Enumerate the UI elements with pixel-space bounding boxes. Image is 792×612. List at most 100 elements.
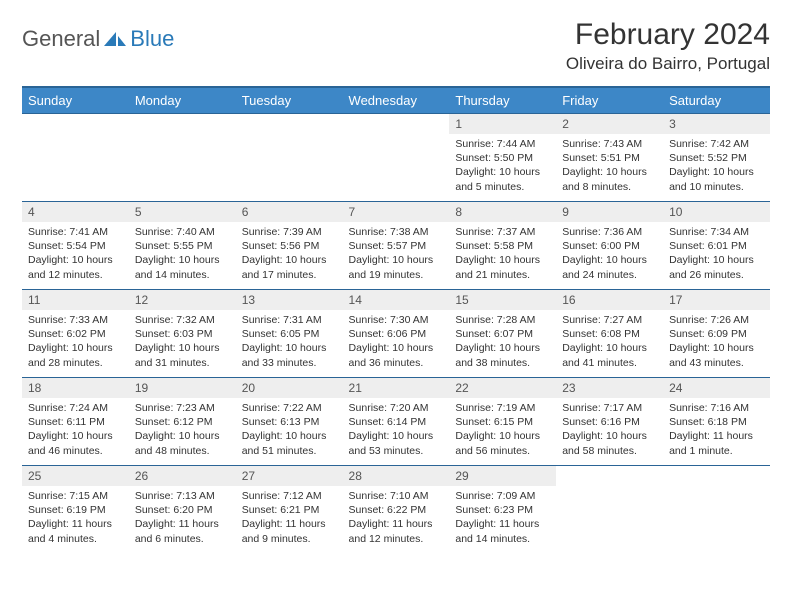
day-line: and 26 minutes. [669, 268, 764, 282]
day-line: Sunrise: 7:10 AM [349, 489, 444, 503]
day-cell: 19Sunrise: 7:23 AMSunset: 6:12 PMDayligh… [129, 378, 236, 466]
day-cell [556, 466, 663, 554]
day-number: 20 [236, 378, 343, 398]
day-line: Sunrise: 7:09 AM [455, 489, 550, 503]
day-cell: 9Sunrise: 7:36 AMSunset: 6:00 PMDaylight… [556, 202, 663, 290]
day-number: 7 [343, 202, 450, 222]
day-cell: 8Sunrise: 7:37 AMSunset: 5:58 PMDaylight… [449, 202, 556, 290]
day-line: and 14 minutes. [455, 532, 550, 546]
day-line: Sunset: 6:03 PM [135, 327, 230, 341]
day-number: 10 [663, 202, 770, 222]
day-line: Sunset: 6:13 PM [242, 415, 337, 429]
day-line: Sunrise: 7:36 AM [562, 225, 657, 239]
day-cell: 12Sunrise: 7:32 AMSunset: 6:03 PMDayligh… [129, 290, 236, 378]
day-line: Daylight: 10 hours [562, 253, 657, 267]
day-line: Daylight: 10 hours [669, 341, 764, 355]
week-row: 18Sunrise: 7:24 AMSunset: 6:11 PMDayligh… [22, 378, 770, 466]
location: Oliveira do Bairro, Portugal [566, 54, 770, 74]
day-cell: 3Sunrise: 7:42 AMSunset: 5:52 PMDaylight… [663, 114, 770, 202]
day-line: Sunset: 6:09 PM [669, 327, 764, 341]
day-line: Daylight: 10 hours [135, 341, 230, 355]
day-cell [22, 114, 129, 202]
day-cell: 6 Sunrise: 7:39 AMSunset: 5:56 PMDaylight… [236, 202, 343, 290]
day-cell: 21Sunrise: 7:20 AMSunset: 6:14 PMDayligh… [343, 378, 450, 466]
day-number: 6 [236, 202, 343, 222]
day-line: Sunset: 5:52 PM [669, 151, 764, 165]
day-line: Sunset: 6:12 PM [135, 415, 230, 429]
day-line: and 9 minutes. [242, 532, 337, 546]
day-line: and 12 minutes. [349, 532, 444, 546]
day-cell: 4Sunrise: 7:41 AMSunset: 5:54 PMDaylight… [22, 202, 129, 290]
day-line: Sunset: 6:05 PM [242, 327, 337, 341]
day-body: Sunrise: 7:09 AMSunset: 6:23 PMDaylight:… [449, 486, 556, 550]
day-number: 12 [129, 290, 236, 310]
day-line: Sunset: 6:16 PM [562, 415, 657, 429]
day-body: Sunrise: 7:36 AMSunset: 6:00 PMDaylight:… [556, 222, 663, 286]
day-cell [129, 114, 236, 202]
day-cell: 10Sunrise: 7:34 AMSunset: 6:01 PMDayligh… [663, 202, 770, 290]
day-body: Sunrise: 7:22 AMSunset: 6:13 PMDaylight:… [236, 398, 343, 462]
day-body: Sunrise: 7:20 AMSunset: 6:14 PMDaylight:… [343, 398, 450, 462]
day-cell: 2Sunrise: 7:43 AMSunset: 5:51 PMDaylight… [556, 114, 663, 202]
day-line: Daylight: 11 hours [28, 517, 123, 531]
day-line: and 21 minutes. [455, 268, 550, 282]
day-line: Daylight: 10 hours [562, 165, 657, 179]
day-body: Sunrise: 7:42 AMSunset: 5:52 PMDaylight:… [663, 134, 770, 198]
day-body: Sunrise: 7:27 AMSunset: 6:08 PMDaylight:… [556, 310, 663, 374]
day-line: and 53 minutes. [349, 444, 444, 458]
day-line: and 56 minutes. [455, 444, 550, 458]
day-number: 2 [556, 114, 663, 134]
weekday-header: Tuesday [236, 87, 343, 114]
day-line: Sunset: 6:21 PM [242, 503, 337, 517]
day-number: 28 [343, 466, 450, 486]
day-line: Daylight: 10 hours [669, 253, 764, 267]
day-line: Daylight: 10 hours [242, 253, 337, 267]
logo: General Blue [22, 18, 174, 52]
day-number: 9 [556, 202, 663, 222]
day-line: Sunrise: 7:38 AM [349, 225, 444, 239]
day-line: Daylight: 10 hours [669, 165, 764, 179]
day-line: and 51 minutes. [242, 444, 337, 458]
day-line: Sunset: 5:56 PM [242, 239, 337, 253]
day-body: Sunrise: 7:24 AMSunset: 6:11 PMDaylight:… [22, 398, 129, 462]
weekday-header: Friday [556, 87, 663, 114]
day-line: Sunrise: 7:13 AM [135, 489, 230, 503]
day-line: Daylight: 10 hours [28, 429, 123, 443]
calendar-table: Sunday Monday Tuesday Wednesday Thursday… [22, 86, 770, 554]
weekday-header: Wednesday [343, 87, 450, 114]
day-line: Sunrise: 7:20 AM [349, 401, 444, 415]
day-line: Sunrise: 7:32 AM [135, 313, 230, 327]
day-line: Daylight: 10 hours [562, 341, 657, 355]
day-number: 21 [343, 378, 450, 398]
day-line: and 24 minutes. [562, 268, 657, 282]
day-line: and 38 minutes. [455, 356, 550, 370]
day-line: Sunrise: 7:28 AM [455, 313, 550, 327]
day-line: Sunset: 6:14 PM [349, 415, 444, 429]
day-body: Sunrise: 7:32 AMSunset: 6:03 PMDaylight:… [129, 310, 236, 374]
page-title: February 2024 [566, 18, 770, 52]
day-line: and 48 minutes. [135, 444, 230, 458]
day-line: and 1 minute. [669, 444, 764, 458]
day-line: Sunrise: 7:39 AM [242, 225, 337, 239]
day-line: and 36 minutes. [349, 356, 444, 370]
day-line: Daylight: 10 hours [455, 429, 550, 443]
week-row: 25Sunrise: 7:15 AMSunset: 6:19 PMDayligh… [22, 466, 770, 554]
day-number: 22 [449, 378, 556, 398]
day-line: Sunrise: 7:37 AM [455, 225, 550, 239]
day-cell: 27Sunrise: 7:12 AMSunset: 6:21 PMDayligh… [236, 466, 343, 554]
day-number: 27 [236, 466, 343, 486]
weekday-header: Saturday [663, 87, 770, 114]
day-cell [343, 114, 450, 202]
logo-text-blue: Blue [130, 26, 174, 52]
day-body: Sunrise: 7:15 AMSunset: 6:19 PMDaylight:… [22, 486, 129, 550]
header: General Blue February 2024 Oliveira do B… [22, 18, 770, 74]
day-body: Sunrise: 7:40 AMSunset: 5:55 PMDaylight:… [129, 222, 236, 286]
day-number: 14 [343, 290, 450, 310]
day-number: 1 [449, 114, 556, 134]
day-line: Daylight: 10 hours [455, 253, 550, 267]
day-line: Daylight: 10 hours [349, 341, 444, 355]
day-line: Sunrise: 7:43 AM [562, 137, 657, 151]
week-row: 4Sunrise: 7:41 AMSunset: 5:54 PMDaylight… [22, 202, 770, 290]
day-number: 8 [449, 202, 556, 222]
day-line: Daylight: 11 hours [349, 517, 444, 531]
